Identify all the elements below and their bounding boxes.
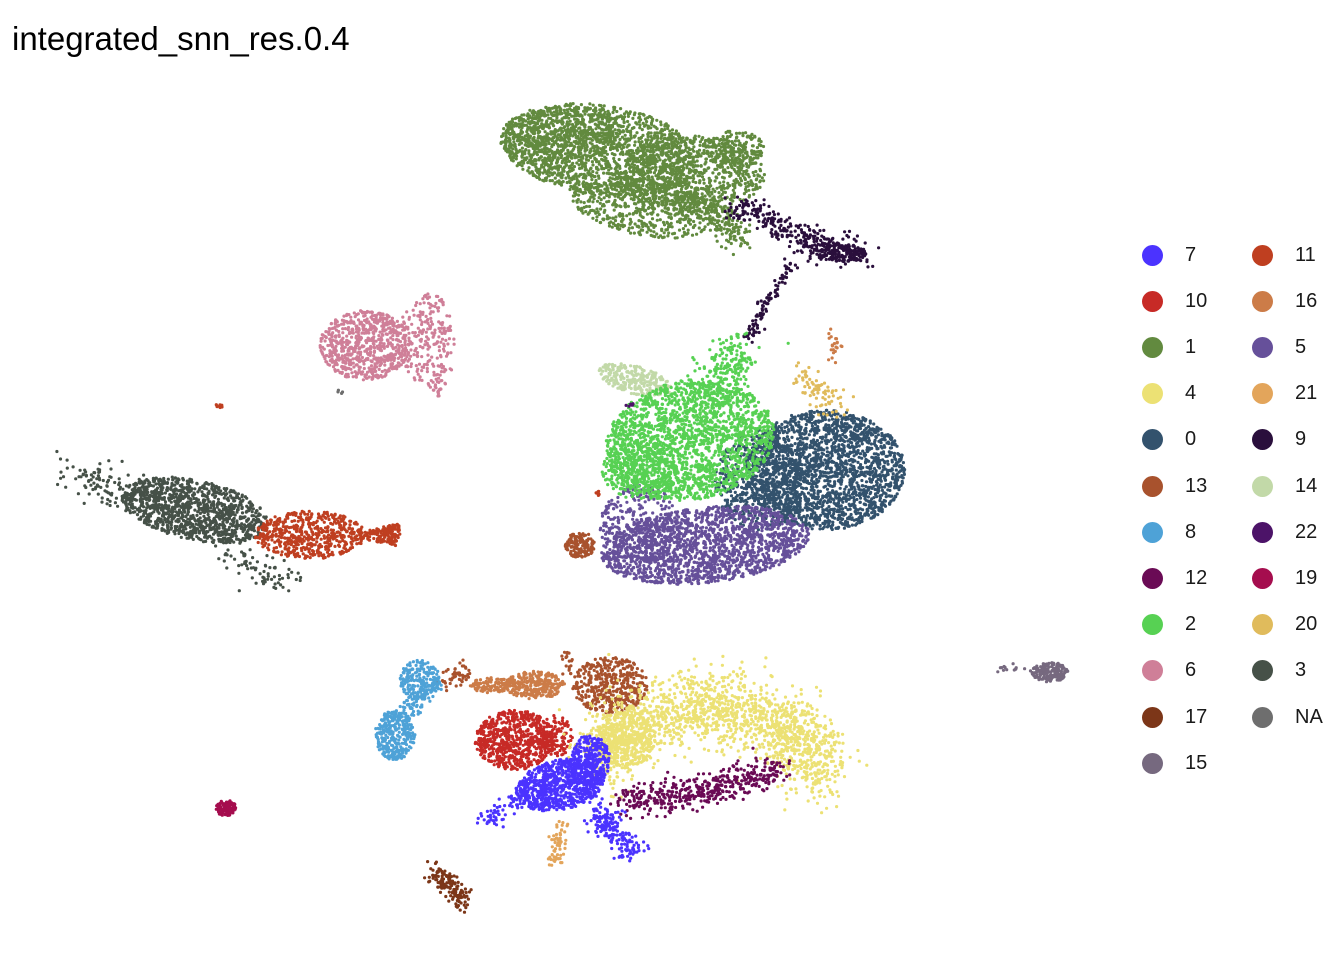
- legend-item-17: 17: [1142, 702, 1207, 732]
- cluster-NA-points: [336, 388, 345, 395]
- legend-item-22: 22: [1252, 517, 1317, 547]
- legend-item-20: 20: [1252, 610, 1317, 640]
- cluster-3-points: [55, 449, 303, 593]
- legend-item-NA: NA: [1252, 702, 1323, 732]
- legend-label: 14: [1295, 475, 1317, 498]
- legend-label: 10: [1185, 290, 1207, 313]
- legend-swatch: [1252, 567, 1273, 589]
- legend-swatch: [1142, 752, 1163, 774]
- cluster-21-points: [546, 819, 570, 867]
- legend-item-16: 16: [1252, 286, 1317, 316]
- legend-label: 13: [1185, 475, 1207, 498]
- legend-label: 15: [1185, 752, 1207, 775]
- cluster-15-points: [996, 661, 1070, 684]
- legend-item-8: 8: [1142, 517, 1196, 547]
- legend-swatch: [1142, 429, 1163, 451]
- cluster-10-points: [473, 708, 574, 772]
- legend-swatch: [1252, 475, 1273, 497]
- legend-item-3: 3: [1252, 656, 1306, 686]
- legend-label: 19: [1295, 567, 1317, 590]
- legend-swatch: [1142, 383, 1163, 405]
- legend-label: 9: [1295, 428, 1306, 451]
- cluster-12-points: [609, 746, 792, 821]
- legend-item-4: 4: [1142, 379, 1196, 409]
- chart-title: integrated_snn_res.0.4: [12, 22, 350, 55]
- legend-swatch: [1252, 244, 1273, 266]
- legend-label: 2: [1185, 613, 1196, 636]
- cluster-16-points: [468, 327, 844, 701]
- legend-swatch: [1142, 614, 1163, 636]
- legend-swatch: [1142, 567, 1163, 589]
- legend-swatch: [1142, 336, 1163, 358]
- cluster-7-points: [475, 734, 651, 863]
- legend-swatch: [1252, 383, 1273, 405]
- legend-label: 0: [1185, 428, 1196, 451]
- legend-label: 22: [1295, 521, 1317, 544]
- legend-item-12: 12: [1142, 563, 1207, 593]
- legend-label: 8: [1185, 521, 1196, 544]
- legend-swatch: [1252, 614, 1273, 636]
- legend-label: 16: [1295, 290, 1317, 313]
- cluster-9-points: [723, 195, 881, 344]
- cluster-8-points: [374, 658, 443, 762]
- legend-label: 6: [1185, 659, 1196, 682]
- legend-label: 7: [1185, 244, 1196, 267]
- cluster-20-points: [792, 361, 856, 419]
- cluster-2-points: [600, 331, 790, 502]
- legend-label: 4: [1185, 382, 1196, 405]
- legend-item-19: 19: [1252, 563, 1317, 593]
- cluster-22-points: [624, 402, 635, 408]
- cluster-17-points: [423, 860, 473, 914]
- legend-swatch: [1252, 660, 1273, 682]
- legend-swatch: [1252, 706, 1273, 728]
- legend-label: 21: [1295, 382, 1317, 405]
- legend-item-21: 21: [1252, 379, 1317, 409]
- cluster-13-points: [435, 531, 649, 715]
- legend-item-7: 7: [1142, 240, 1196, 270]
- cluster-6-points: [318, 292, 456, 398]
- legend-item-0: 0: [1142, 425, 1196, 455]
- legend-swatch: [1142, 244, 1163, 266]
- legend-label: 1: [1185, 336, 1196, 359]
- legend-label: 3: [1295, 659, 1306, 682]
- cluster-19-points: [214, 799, 238, 818]
- legend-item-13: 13: [1142, 471, 1207, 501]
- legend-item-9: 9: [1252, 425, 1306, 455]
- cluster-11-points: [214, 403, 601, 560]
- legend-label: 5: [1295, 336, 1306, 359]
- legend-swatch: [1142, 290, 1163, 312]
- legend-swatch: [1142, 706, 1163, 728]
- legend-swatch: [1252, 521, 1273, 543]
- legend: 7 10 1 4 0 13 8 12 2 6 17 15 11 16 5 21 9 14 22 19 20 3 NA: [1142, 240, 1342, 790]
- legend-label: 12: [1185, 567, 1207, 590]
- legend-swatch: [1252, 336, 1273, 358]
- legend-swatch: [1142, 521, 1163, 543]
- legend-label: NA: [1295, 706, 1323, 729]
- legend-item-1: 1: [1142, 332, 1196, 362]
- legend-item-6: 6: [1142, 656, 1196, 686]
- legend-item-11: 11: [1252, 240, 1316, 270]
- legend-item-5: 5: [1252, 332, 1306, 362]
- cluster-1-points: [499, 102, 767, 257]
- cluster-14-points: [597, 362, 673, 398]
- legend-item-14: 14: [1252, 471, 1317, 501]
- legend-label: 17: [1185, 706, 1207, 729]
- cluster-5-points: [598, 484, 811, 586]
- legend-item-15: 15: [1142, 748, 1207, 778]
- legend-item-2: 2: [1142, 610, 1196, 640]
- legend-swatch: [1142, 660, 1163, 682]
- legend-label: 20: [1295, 613, 1317, 636]
- legend-swatch: [1142, 475, 1163, 497]
- legend-swatch: [1252, 429, 1273, 451]
- legend-label: 11: [1295, 244, 1316, 267]
- legend-item-10: 10: [1142, 286, 1207, 316]
- legend-swatch: [1252, 290, 1273, 312]
